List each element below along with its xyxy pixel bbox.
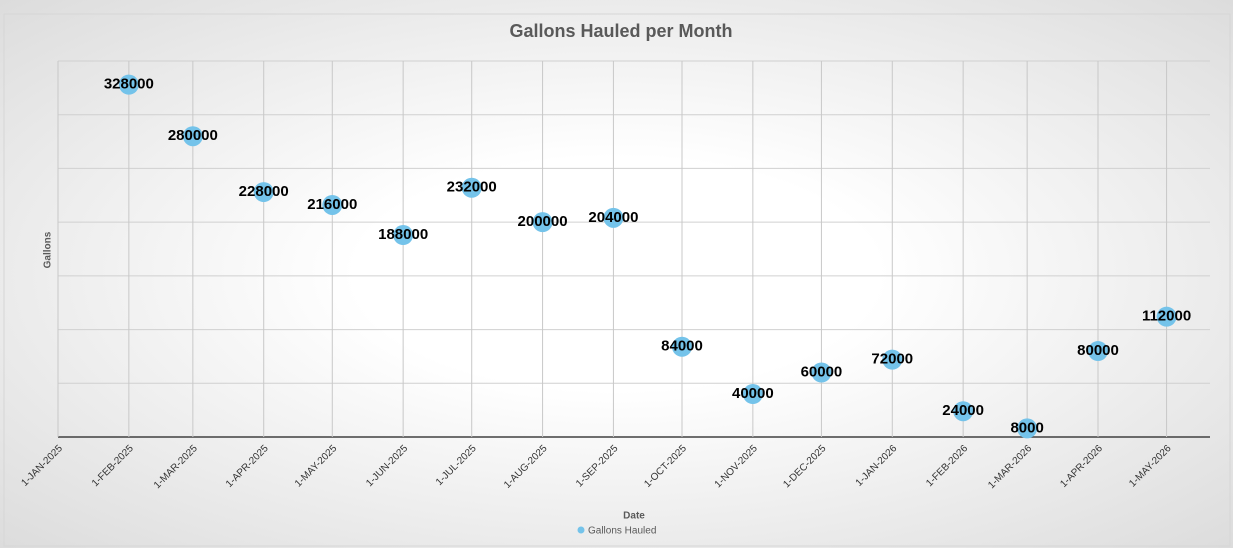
point [603,207,624,228]
data-label: 72000 [871,351,913,368]
x-tick-label: 1-FEB-2025 [90,443,136,489]
point [322,194,343,215]
x-tick-label: 1-FEB-2026 [924,443,970,489]
data-label: 8000 [1010,419,1043,436]
x-axis-label: Date [623,511,645,522]
point [118,74,139,95]
data-label: 84000 [661,338,703,355]
point [393,225,414,246]
data-label: 200000 [518,213,568,230]
data-label: 40000 [732,385,774,402]
data-label: 188000 [378,226,428,243]
data-label: 328000 [104,76,154,93]
x-tick-label: 1-JUL-2025 [434,443,479,488]
x-tick-label: 1-AUG-2025 [502,443,550,491]
chart-border [3,13,1231,547]
x-tick-label: 1-JUN-2025 [364,443,410,489]
y-axis-label: Gallons [43,231,54,268]
point [532,212,553,233]
chart-title: Gallons Hauled per Month [509,21,732,41]
point [882,349,903,370]
data-label: 24000 [942,402,984,419]
x-tick-label: 1-MAR-2026 [986,443,1034,491]
data-label: 216000 [307,196,357,213]
point [1088,341,1108,362]
x-tick-label: 1-MAY-2026 [1127,443,1174,490]
x-tick-label: 1-APR-2026 [1058,443,1105,490]
x-tick-label: 1-OCT-2025 [642,443,689,490]
x-tick-label: 1-NOV-2025 [713,443,760,490]
data-label: 112000 [1142,308,1191,325]
point [182,126,203,147]
data-label: 280000 [168,127,218,144]
point [461,177,482,198]
x-tick-label: 1-DEC-2025 [781,443,828,490]
data-label: 80000 [1077,342,1119,359]
x-tick-label: 1-SEP-2025 [574,443,621,490]
x-tick-label: 1-MAY-2025 [293,443,340,490]
point [811,362,832,383]
data-label: 60000 [801,364,843,381]
x-tick-label: 1-MAR-2025 [152,443,200,491]
legend-marker [577,526,585,534]
data-label: 232000 [447,179,497,196]
data-label: 228000 [239,183,289,200]
x-tick-label: 1-JAN-2025 [19,443,65,489]
point [742,384,763,405]
point [953,401,974,422]
x-tick-label: 1-APR-2025 [224,443,271,490]
point [1017,418,1038,439]
point [1156,306,1177,327]
point [672,336,692,357]
data-label: 204000 [588,209,638,226]
x-tick-label: 1-JAN-2026 [854,443,900,489]
legend-label: Gallons Hauled [588,526,656,537]
point [253,182,274,203]
